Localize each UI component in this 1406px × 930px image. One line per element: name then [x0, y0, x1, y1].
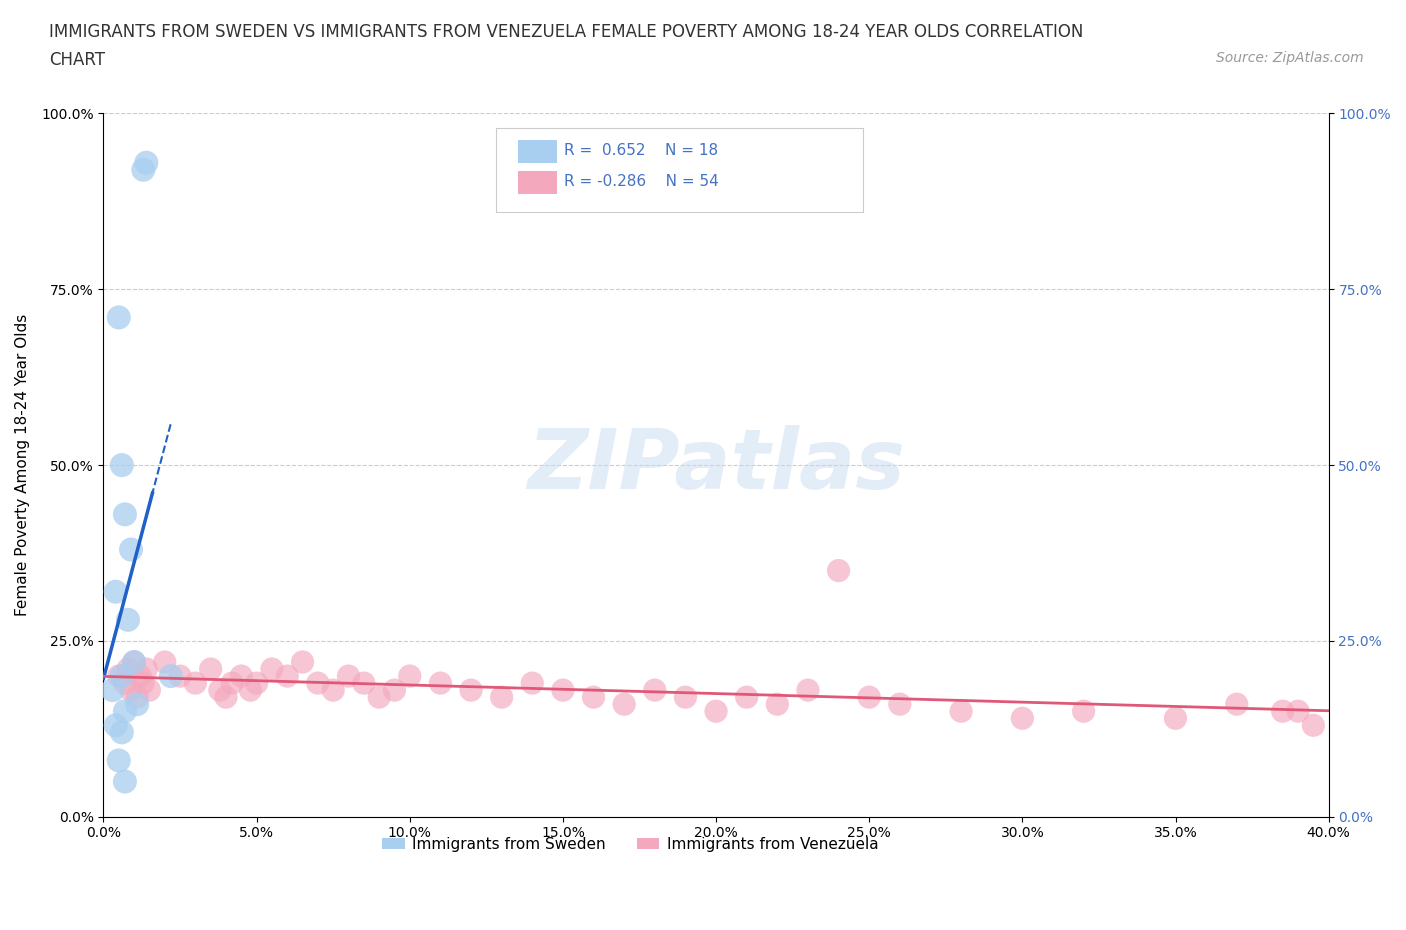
Point	[114, 704, 136, 719]
Point	[704, 704, 727, 719]
Text: R =  0.652    N = 18: R = 0.652 N = 18	[564, 142, 718, 157]
Point	[307, 676, 329, 691]
Point	[858, 690, 880, 705]
Point	[1164, 711, 1187, 725]
Point	[291, 655, 314, 670]
Point	[120, 542, 142, 557]
Point	[1011, 711, 1033, 725]
Point	[827, 564, 849, 578]
Point	[1073, 704, 1095, 719]
Point	[950, 704, 973, 719]
Point	[766, 697, 789, 711]
Point	[101, 683, 124, 698]
Point	[429, 676, 451, 691]
Point	[127, 697, 149, 711]
Point	[1226, 697, 1249, 711]
Point	[114, 507, 136, 522]
Point	[613, 697, 636, 711]
Point	[215, 690, 238, 705]
Point	[160, 669, 183, 684]
Point	[260, 661, 283, 676]
Point	[491, 690, 513, 705]
Point	[132, 676, 155, 691]
Point	[104, 718, 127, 733]
Point	[132, 163, 155, 178]
Point	[127, 690, 149, 705]
Text: IMMIGRANTS FROM SWEDEN VS IMMIGRANTS FROM VENEZUELA FEMALE POVERTY AMONG 18-24 Y: IMMIGRANTS FROM SWEDEN VS IMMIGRANTS FRO…	[49, 23, 1084, 41]
Point	[111, 669, 134, 684]
Point	[107, 753, 129, 768]
Point	[551, 683, 574, 698]
Point	[107, 669, 129, 684]
Point	[1271, 704, 1294, 719]
Point	[120, 683, 142, 698]
FancyBboxPatch shape	[517, 171, 557, 193]
Point	[322, 683, 344, 698]
Point	[184, 676, 207, 691]
Point	[644, 683, 666, 698]
Point	[135, 661, 157, 676]
Point	[889, 697, 911, 711]
Point	[200, 661, 222, 676]
Point	[138, 683, 160, 698]
Point	[735, 690, 758, 705]
Point	[246, 676, 269, 691]
Text: Source: ZipAtlas.com: Source: ZipAtlas.com	[1216, 51, 1364, 65]
Point	[797, 683, 820, 698]
Text: CHART: CHART	[49, 51, 105, 69]
Point	[582, 690, 605, 705]
Y-axis label: Female Poverty Among 18-24 Year Olds: Female Poverty Among 18-24 Year Olds	[15, 314, 30, 617]
Point	[368, 690, 391, 705]
Point	[353, 676, 375, 691]
Text: ZIPatlas: ZIPatlas	[527, 425, 905, 506]
Point	[153, 655, 176, 670]
Point	[460, 683, 482, 698]
Point	[107, 310, 129, 325]
Point	[169, 669, 191, 684]
Point	[114, 774, 136, 789]
Point	[675, 690, 697, 705]
Point	[122, 655, 145, 670]
Point	[276, 669, 298, 684]
Point	[104, 584, 127, 599]
Point	[239, 683, 262, 698]
Point	[398, 669, 420, 684]
Point	[221, 676, 243, 691]
Point	[1302, 718, 1324, 733]
Point	[129, 669, 152, 684]
Point	[231, 669, 253, 684]
Point	[135, 155, 157, 170]
Point	[122, 655, 145, 670]
Text: R = -0.286    N = 54: R = -0.286 N = 54	[564, 174, 718, 189]
Point	[1286, 704, 1309, 719]
Point	[111, 458, 134, 472]
Legend: Immigrants from Sweden, Immigrants from Venezuela: Immigrants from Sweden, Immigrants from …	[375, 831, 884, 858]
Point	[111, 724, 134, 739]
Point	[522, 676, 544, 691]
Point	[117, 612, 139, 627]
Point	[114, 676, 136, 691]
FancyBboxPatch shape	[495, 127, 863, 212]
Point	[117, 661, 139, 676]
Point	[208, 683, 231, 698]
Point	[384, 683, 406, 698]
Point	[337, 669, 360, 684]
FancyBboxPatch shape	[517, 140, 557, 163]
